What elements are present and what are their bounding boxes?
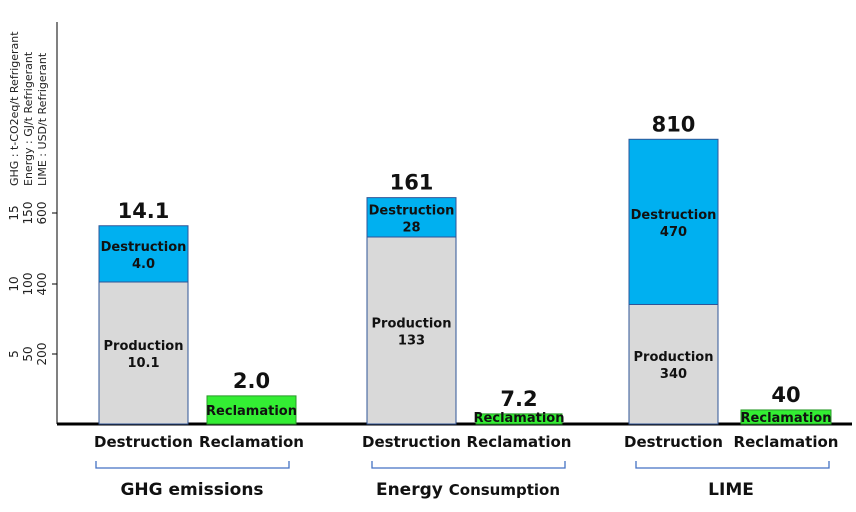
group-title-part: GHG emissions <box>120 480 263 500</box>
group-title-part: Consumption <box>449 481 560 499</box>
y-tick-label-lime: 400 <box>35 273 49 296</box>
segment-label-name: Reclamation <box>741 411 832 426</box>
segment-label-name: Production <box>104 339 184 354</box>
category-label: Destruction <box>624 433 723 451</box>
y-axis-title: LIME : USD/t Refrigerant <box>36 52 49 186</box>
y-tick-label-energy: 150 <box>21 202 35 225</box>
bar-segment-reclamation <box>206 395 297 425</box>
group-title-part: LIME <box>708 480 754 500</box>
segment-label-name: Production <box>372 317 452 332</box>
bar-segment-production <box>366 236 457 425</box>
segment-label-name: Reclamation <box>206 404 297 419</box>
group-brace <box>371 461 566 469</box>
segment-label-name: Destruction <box>101 240 187 255</box>
group-title: LIME <box>708 480 754 500</box>
segment-label-value: 133 <box>398 334 425 349</box>
segment-label-value: 10.1 <box>127 356 159 371</box>
bar-total-label: 40 <box>771 383 800 407</box>
segment-label-value: 28 <box>402 220 420 235</box>
bar-segment-destruction <box>628 138 719 305</box>
y-tick-label-lime: 200 <box>35 343 49 366</box>
bar-total-label: 810 <box>652 112 696 136</box>
bar-segment-reclamation <box>740 409 832 425</box>
labels-layer: Production 10.1 Destruction 4.0 14.1 Destruct… <box>94 112 838 500</box>
group-brace <box>95 461 290 469</box>
category-label: Reclamation <box>467 433 572 451</box>
bar-segment-destruction <box>98 225 189 283</box>
segment-label-name: Destruction <box>369 203 455 218</box>
segment-label-name: Production <box>634 350 714 365</box>
axis-layer: 5 10 15 50 100 150 200 400 600 GHG : t-CO2eq/t Re… <box>7 22 852 469</box>
category-label: Reclamation <box>199 433 304 451</box>
bar-segment-destruction <box>366 197 457 238</box>
y-tick-label-energy: 100 <box>21 273 35 296</box>
bar-total-label: 161 <box>390 171 434 195</box>
bars-layer <box>98 138 832 425</box>
group-title: GHG emissions <box>120 480 263 500</box>
y-tick-label-ghg: 15 <box>7 205 21 220</box>
bar-segment-reclamation <box>475 413 563 425</box>
bar-total-label: 14.1 <box>118 199 170 223</box>
category-label: Destruction <box>362 433 461 451</box>
segment-label-value: 4.0 <box>132 257 155 272</box>
segment-label-value: 340 <box>660 367 687 382</box>
y-axis-title: GHG : t-CO2eq/t Refrigerant <box>8 31 21 186</box>
bar-total-label: 2.0 <box>233 369 270 393</box>
y-tick-label-energy: 50 <box>21 346 35 361</box>
bar-segment-production <box>628 303 719 425</box>
segment-label-value: 470 <box>660 225 687 240</box>
bar-total-label: 7.2 <box>500 387 537 411</box>
category-label: Destruction <box>94 433 193 451</box>
y-tick-label-lime: 600 <box>35 202 49 225</box>
segment-label-name: Reclamation <box>474 411 565 426</box>
group-brace <box>635 461 830 469</box>
segment-label-name: Destruction <box>631 208 717 223</box>
group-title-part: Energy <box>376 480 449 500</box>
y-tick-label-ghg: 10 <box>7 276 21 291</box>
group-title: Energy Consumption <box>376 480 560 500</box>
y-tick-label-ghg: 5 <box>7 350 21 358</box>
y-axis-title: Energy : GJ/t Refrigerant <box>22 51 35 186</box>
category-label: Reclamation <box>734 433 839 451</box>
